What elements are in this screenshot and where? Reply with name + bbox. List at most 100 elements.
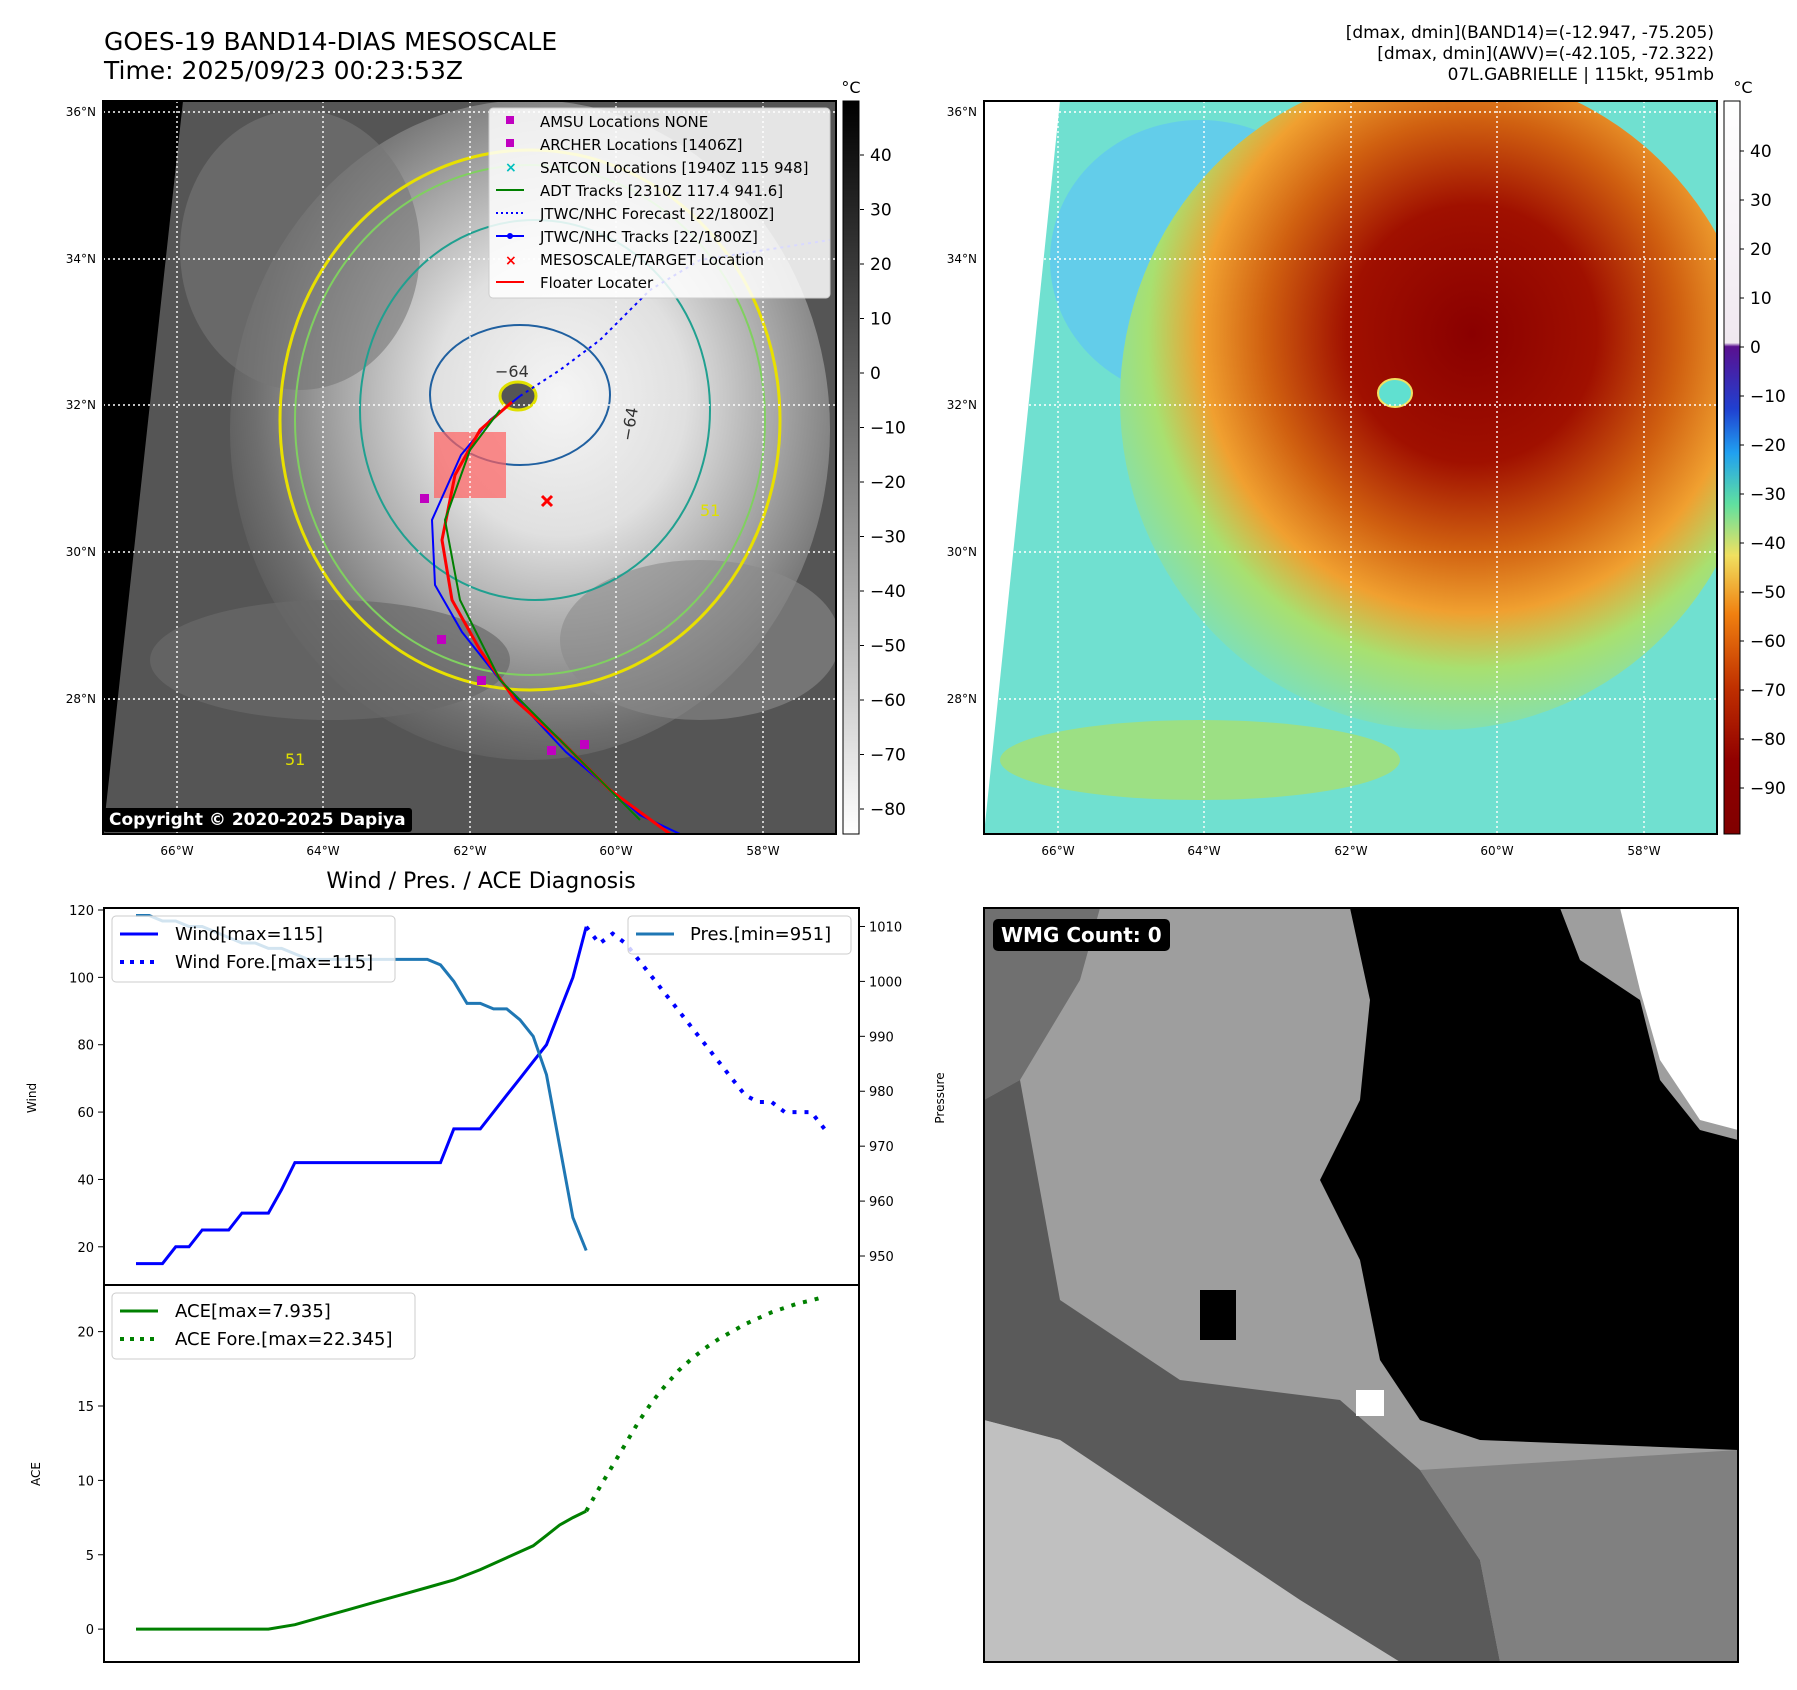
left-colorbar-tick-label: −30 [870, 528, 906, 548]
lat-label: 36°N [66, 105, 96, 119]
left-colorbar-tick-label: 10 [870, 310, 892, 330]
lon-label: 66°W [160, 844, 193, 858]
lon-label: 60°W [1480, 844, 1513, 858]
legend-amsu-marker [506, 116, 514, 124]
right-colorbar-tick-label: −50 [1750, 583, 1786, 603]
wmg-black-patch [1200, 1290, 1236, 1340]
legend-target-marker: × [505, 253, 517, 269]
wind-forecast-series-line [584, 925, 827, 1131]
left-colorbar-tick-label: 30 [870, 201, 892, 221]
ace-axis-tick-label: 10 [77, 1474, 94, 1489]
diagnosis-title: Wind / Pres. / ACE Diagnosis [326, 869, 635, 894]
wind-series-line [136, 926, 588, 1266]
lon-label: 64°W [306, 844, 339, 858]
wind-axis-tick-label: 60 [77, 1106, 94, 1121]
left-colorbar-tick-label: −10 [870, 419, 906, 439]
wmg-black-region [1320, 908, 1738, 1450]
wmg-white-region [1620, 908, 1738, 1130]
lat-label: 30°N [66, 545, 96, 559]
legend-forecast: JTWC/NHC Forecast [22/1800Z] [539, 205, 774, 223]
stats-awv: [dmax, dmin](AWV)=(-42.105, -72.322) [1377, 44, 1714, 64]
storm-info: 07L.GABRIELLE | 115kt, 951mb [1448, 65, 1714, 85]
left-colorbar-tick-label: 20 [870, 255, 892, 275]
left-colorbar-tick-label: −80 [870, 800, 906, 820]
pressure-axis-tick-label: 1010 [869, 920, 902, 935]
contour-label: 51 [285, 750, 305, 769]
legend-ace-fore: ACE Fore.[max=22.345] [175, 1329, 393, 1350]
lon-label: 58°W [1627, 844, 1660, 858]
right-colorbar-tick-label: 30 [1750, 191, 1772, 211]
right-colorbar-tick-label: −30 [1750, 485, 1786, 505]
mesoscale-target-marker [540, 494, 554, 508]
wind-axis-tick-label: 120 [69, 904, 94, 919]
right-colorbar-ticks: 40 30 20 10 0 −10 −20 −30 −40 −50 −60 −70 −80 −90 [1740, 142, 1786, 799]
legend-satcon: SATCON Locations [1940Z 115 948] [540, 159, 808, 177]
legend-tracks: JTWC/NHC Tracks [22/1800Z] [539, 228, 758, 246]
lat-label: 30°N [947, 545, 977, 559]
wmg-gray-region [984, 908, 1100, 1100]
lon-label: 60°W [599, 844, 632, 858]
right-colorbar-tick-label: 0 [1750, 338, 1761, 358]
ace-axis-tick-label: 5 [86, 1549, 94, 1564]
figure-title: GOES-19 BAND14-DIAS MESOSCALE [104, 27, 557, 56]
ace-axis-tick-label: 20 [77, 1326, 94, 1341]
left-colorbar-tick-label: −50 [870, 637, 906, 657]
wmg-dark-region [984, 1080, 1500, 1662]
lat-label: 28°N [66, 692, 96, 706]
lat-label: 32°N [947, 398, 977, 412]
stats-band14: [dmax, dmin](BAND14)=(-12.947, -75.205) [1346, 23, 1714, 43]
right-colorbar-tick-label: −40 [1750, 534, 1786, 554]
wmg-mid-region [1420, 1450, 1738, 1662]
legend-ace: ACE[max=7.935] [175, 1301, 331, 1322]
pressure-axis-tick-label: 960 [869, 1195, 894, 1210]
storm-ir-shield [1120, 101, 1717, 730]
left-colorbar-unit: °C [841, 78, 860, 97]
cloud-field [560, 560, 836, 720]
left-colorbar-ticks: 40 30 20 10 0 −10 −20 −30 −40 −50 −60 −70 −80 [860, 146, 906, 820]
left-colorbar-tick-label: −40 [870, 582, 906, 602]
contour-label: 51 [700, 501, 720, 520]
lon-label: 62°W [453, 844, 486, 858]
lon-label: 62°W [1334, 844, 1367, 858]
pressure-axis-tick-label: 970 [869, 1140, 894, 1155]
right-colorbar-tick-label: −60 [1750, 632, 1786, 652]
jtwc-forecast-line [519, 239, 831, 397]
right-colorbar-tick-label: −80 [1750, 730, 1786, 750]
pressure-axis-tick-label: 990 [869, 1030, 894, 1045]
lat-label: 34°N [66, 252, 96, 266]
cloud-field [1000, 720, 1400, 800]
wind-axis-tick-label: 20 [77, 1241, 94, 1256]
left-map-gridlines [103, 101, 836, 834]
wind-axis-label: Wind [25, 1083, 39, 1113]
right-colorbar-tick-label: 40 [1750, 142, 1772, 162]
adt-track-line [443, 409, 641, 821]
legend-archer-marker [506, 139, 514, 147]
legend-target: MESOSCALE/TARGET Location [540, 251, 764, 269]
left-satellite-map: −64 −64 51 51 AMSU Locations NONE ARCHER… [66, 78, 906, 858]
storm-eye [1377, 378, 1413, 408]
lat-label: 34°N [947, 252, 977, 266]
ace-axis-label: ACE [29, 1462, 43, 1486]
wind-legend: Wind[max=115] Wind Fore.[max=115] [111, 915, 396, 983]
left-map-nodata-wedge [103, 101, 183, 834]
ace-legend: ACE[max=7.935] ACE Fore.[max=22.345] [111, 1292, 416, 1360]
right-satellite-map: 36°N 34°N 32°N 30°N 28°N 66°W 64°W 62°W … [947, 78, 1786, 858]
pressure-axis-tick-label: 950 [869, 1250, 894, 1265]
right-colorbar-unit: °C [1733, 78, 1752, 97]
figure-time: Time: 2025/09/23 00:23:53Z [103, 56, 463, 85]
wind-axis-tick-label: 100 [69, 971, 94, 986]
right-map-frame [983, 100, 1718, 835]
lon-label: 58°W [746, 844, 779, 858]
wind-axis-tick-label: 40 [77, 1173, 94, 1188]
left-colorbar-tick-label: 40 [870, 146, 892, 166]
left-map-frame [102, 100, 837, 835]
ace-series-line [136, 1509, 587, 1631]
ace-axis-tick-label: 0 [86, 1623, 94, 1638]
lon-label: 66°W [1041, 844, 1074, 858]
pressure-axis-label: Pressure [933, 1072, 947, 1123]
wmg-white-patch [1356, 1390, 1384, 1416]
left-colorbar-tick-label: −70 [870, 746, 906, 766]
lat-label: 32°N [66, 398, 96, 412]
left-colorbar-tick-label: −60 [870, 691, 906, 711]
legend-satcon-marker: × [505, 160, 517, 176]
